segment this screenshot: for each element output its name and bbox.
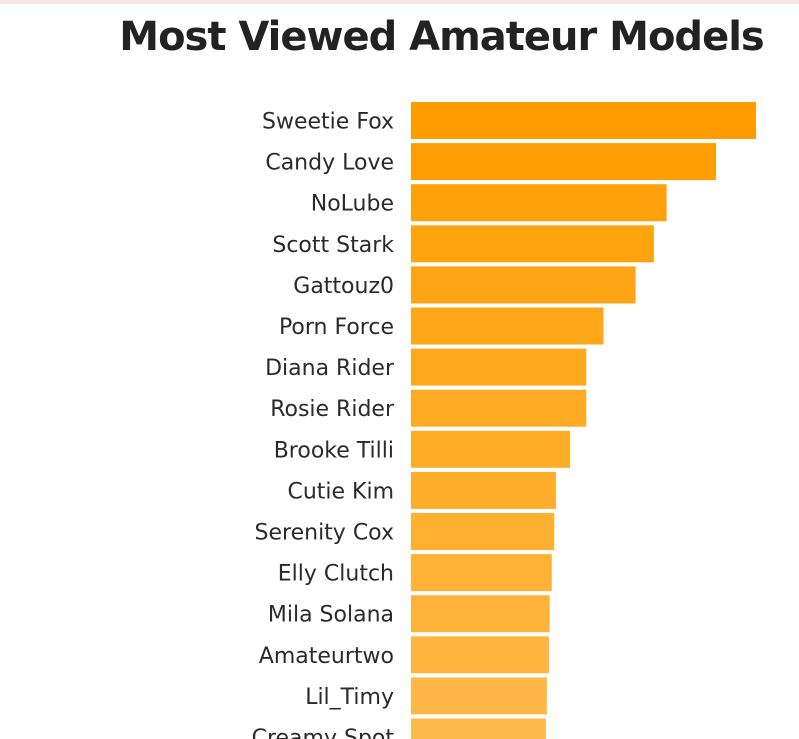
category-label-1: Sweetie Fox xyxy=(262,110,394,135)
bar-12 xyxy=(411,554,552,592)
bar-5 xyxy=(411,266,636,304)
bar-13 xyxy=(411,595,550,633)
category-label-11: Serenity Cox xyxy=(255,521,394,546)
bar-11 xyxy=(411,513,555,550)
bar-16 xyxy=(411,718,546,739)
category-label-12: Elly Clutch xyxy=(278,562,394,587)
category-label-6: Porn Force xyxy=(279,315,394,340)
bar-4 xyxy=(411,225,654,263)
category-label-2: Candy Love xyxy=(265,151,394,176)
bar-15 xyxy=(411,677,547,715)
bar-14 xyxy=(411,636,549,674)
category-label-16: Creamy Spot xyxy=(252,726,395,739)
bar-9 xyxy=(411,430,571,468)
category-label-9: Brooke Tilli xyxy=(274,438,394,463)
category-label-7: Diana Rider xyxy=(265,356,395,381)
category-label-3: NoLube xyxy=(311,192,394,217)
bar-7 xyxy=(411,348,587,386)
bars-group xyxy=(411,102,756,739)
category-label-4: Scott Stark xyxy=(272,233,394,258)
bar-1 xyxy=(411,102,756,139)
bar-8 xyxy=(411,389,587,427)
bar-6 xyxy=(411,307,604,345)
bar-10 xyxy=(411,471,556,509)
category-label-15: Lil_Timy xyxy=(305,685,394,710)
bar-2 xyxy=(411,143,716,181)
top-border-strip xyxy=(0,0,799,4)
category-labels-group: Sweetie Fox Candy Love NoLube Scott Stark Ga… xyxy=(252,110,395,739)
category-label-14: Amateurtwo xyxy=(259,644,394,669)
bar-3 xyxy=(411,184,667,222)
category-label-10: Cutie Kim xyxy=(287,479,394,504)
category-label-8: Rosie Rider xyxy=(270,397,395,422)
category-label-13: Mila Solana xyxy=(268,603,394,628)
category-label-5: Gattouz0 xyxy=(293,274,394,299)
chart-title: Most Viewed Amateur Models xyxy=(119,14,764,60)
